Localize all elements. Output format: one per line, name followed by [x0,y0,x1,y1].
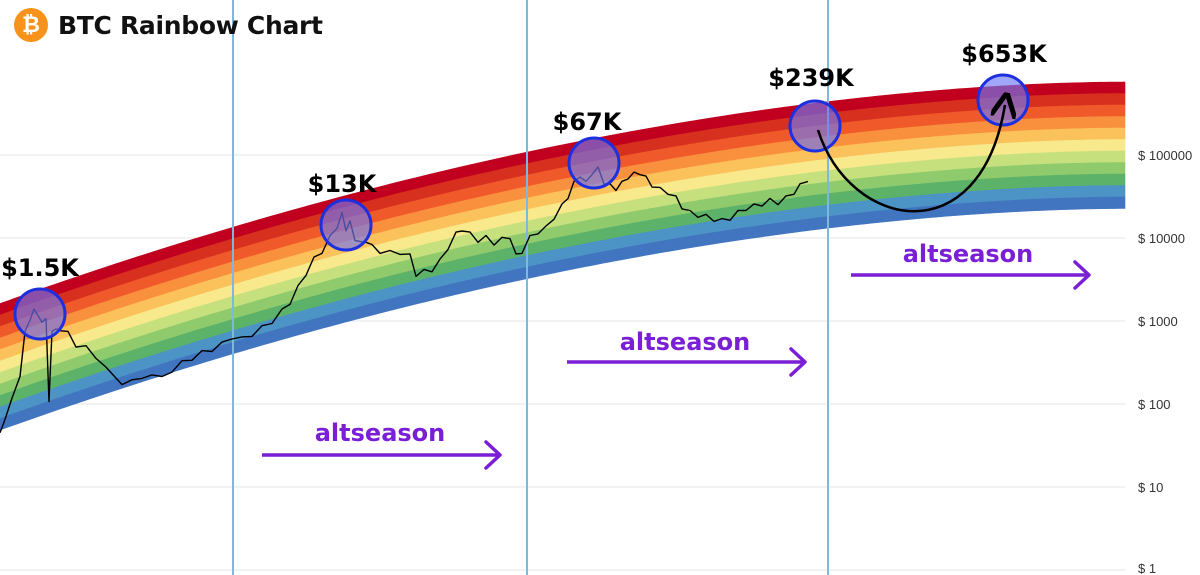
highlight-circles [13,73,1030,341]
y-tick-label: $ 1 [1138,561,1156,575]
altseason-label: altseason [903,240,1034,268]
altseason-arrow-head [1073,260,1091,290]
altseason-annotations: altseason altseason altseason [262,240,1091,470]
bitcoin-logo-icon: ₿ [14,8,48,42]
altseason-arrow-head [484,440,502,470]
peak-price-label: $239K [768,64,855,92]
projection-arrow [816,105,1005,213]
price-line-layer [0,166,809,434]
peak-highlight-circle [567,136,621,190]
chart-title: BTC Rainbow Chart [58,10,323,40]
peak-highlight-circle [788,99,842,153]
price-labels: $1.5K $13K $67K $239K $653K [1,40,1048,282]
peak-highlight-circle [319,198,373,252]
altseason-arrow-head [789,347,807,377]
peak-price-label: $13K [308,170,378,198]
chart-header: ₿ BTC Rainbow Chart [14,7,323,43]
peak-highlight-circle [13,287,67,341]
altseason-label: altseason [315,419,446,447]
y-tick-label: $ 1000 [1138,314,1178,329]
peak-price-label: $1.5K [1,254,80,282]
cycle-lines [232,0,829,575]
y-tick-label: $ 10000 [1138,231,1185,246]
btc-price-line [0,166,809,434]
rainbow-band [0,196,1126,431]
peak-price-label: $67K [553,108,623,136]
y-axis-ticks: $ 100000 $ 10000 $ 1000 $ 100 $ 10 $ 1 [1138,148,1192,575]
rainbow-bands [0,81,1126,431]
y-tick-label: $ 100000 [1138,148,1192,163]
y-tick-label: $ 100 [1138,397,1171,412]
altseason-label: altseason [620,328,751,356]
y-tick-label: $ 10 [1138,480,1163,495]
peak-price-label: $653K [961,40,1048,68]
